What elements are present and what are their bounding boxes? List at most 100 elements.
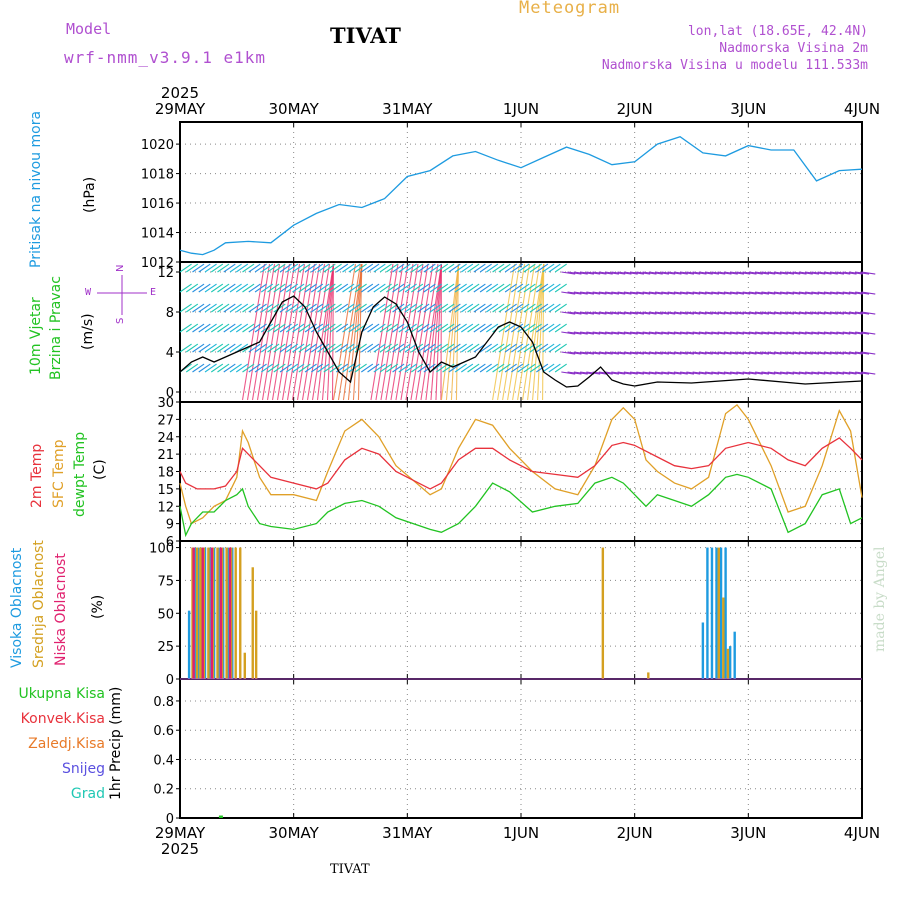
- wind-barb: [267, 343, 280, 353]
- wind-barb: [805, 271, 820, 275]
- wind-barb: [792, 271, 807, 275]
- wind-barb: [329, 363, 342, 373]
- wind-barb: [404, 343, 417, 353]
- cloud-bar-srednja: [251, 567, 254, 679]
- wind-barb: [561, 271, 576, 275]
- wind-barb: [617, 371, 632, 375]
- wind-barb: [285, 283, 299, 293]
- wind-barb: [461, 303, 474, 313]
- wind-barb: [442, 343, 455, 353]
- wind-barb: [786, 351, 801, 355]
- wind-barb: [817, 271, 832, 275]
- wind-barb: [467, 283, 480, 293]
- wind-barb: [723, 311, 738, 315]
- wind-barb: [686, 271, 701, 275]
- wind-barb: [529, 303, 542, 313]
- wind-barb: [548, 303, 561, 313]
- wind-barb: [661, 351, 676, 355]
- wind-barb: [673, 371, 688, 375]
- wind-barb: [310, 343, 324, 353]
- wind-barb: [310, 283, 324, 293]
- wind-barb: [780, 351, 795, 355]
- y-tick-label: 21: [157, 448, 174, 463]
- wind-barb: [429, 283, 442, 293]
- wind-barb: [848, 311, 863, 315]
- wind-barb: [611, 311, 626, 315]
- wind-barb: [586, 331, 601, 335]
- wind-barb: [504, 323, 517, 333]
- wind-barb: [504, 303, 517, 313]
- wind-barb: [742, 351, 757, 355]
- wind-barb: [467, 323, 480, 333]
- wind-barb: [855, 271, 870, 275]
- wind-barb: [573, 311, 588, 315]
- wind-barb: [354, 343, 367, 353]
- wind-barb: [642, 291, 657, 295]
- y-tick-label: 1018: [141, 168, 174, 183]
- wind-barb: [761, 371, 776, 375]
- wind-barb: [705, 371, 720, 375]
- wind-barb: [248, 303, 261, 313]
- cloud-bar-visoka: [733, 631, 736, 679]
- wind-barb: [673, 271, 688, 275]
- wind-barb: [711, 331, 726, 335]
- wind-barb: [605, 371, 620, 375]
- y-tick-label: 0.8: [153, 695, 174, 710]
- wind-hatch: [395, 263, 419, 401]
- wind-hatch: [415, 263, 439, 401]
- wind-barb: [436, 363, 449, 373]
- wind-barb: [367, 263, 380, 273]
- x-tick-label-top: 4JUN: [844, 100, 880, 118]
- wind-barb: [580, 331, 595, 335]
- wind-barb: [848, 291, 863, 295]
- wind-barb: [310, 363, 324, 373]
- wind-barb: [511, 283, 524, 293]
- wind-barb: [673, 311, 688, 315]
- wind-barb: [398, 343, 411, 353]
- wind-barb: [592, 271, 607, 275]
- wind-barb: [567, 311, 582, 315]
- wind-barb: [217, 283, 230, 293]
- x-year-bottom: 2025: [161, 840, 199, 858]
- wind-barb: [429, 263, 442, 273]
- wind-barb: [823, 271, 838, 275]
- wind-hatch: [316, 263, 334, 401]
- wind-barb: [567, 271, 582, 275]
- wind-barb: [561, 311, 576, 315]
- wind-barb: [580, 371, 595, 375]
- wind-hatch: [537, 263, 545, 401]
- wind-barb: [586, 271, 601, 275]
- wind-barb: [517, 363, 530, 373]
- wind-barb: [267, 303, 280, 313]
- wind-barb: [811, 311, 826, 315]
- wind-barb: [748, 351, 763, 355]
- wind-barb: [342, 323, 355, 333]
- wind-barb: [379, 363, 392, 373]
- wind-barb: [367, 323, 380, 333]
- wind-barb: [486, 263, 499, 273]
- wind-barb: [680, 311, 695, 315]
- wind-barb: [373, 323, 386, 333]
- wind-barb: [404, 363, 417, 373]
- wind-barb: [254, 283, 267, 293]
- wind-barb: [717, 271, 732, 275]
- wind-barb: [542, 283, 555, 293]
- wind-barb: [285, 303, 299, 313]
- wind-barb: [304, 283, 317, 293]
- wind-barb: [292, 343, 305, 353]
- wind-barb: [354, 263, 367, 273]
- wind-barb: [661, 331, 676, 335]
- x-tick-label-top: 2JUN: [617, 100, 653, 118]
- y-tick-label: 30: [157, 396, 174, 411]
- wind-barb: [392, 323, 405, 333]
- wind-barb: [511, 363, 524, 373]
- wind-barb: [517, 323, 530, 333]
- wind-barb: [761, 311, 776, 315]
- wind-barb: [842, 271, 857, 275]
- wind-barb: [548, 363, 561, 373]
- wind-barb: [411, 363, 424, 373]
- cloud-bar-srednja: [195, 547, 199, 679]
- panel-temperature: 6 9 12 15 18 21 24 27 30: [157, 396, 863, 550]
- wind-barb: [605, 331, 620, 335]
- wind-barb: [554, 323, 567, 333]
